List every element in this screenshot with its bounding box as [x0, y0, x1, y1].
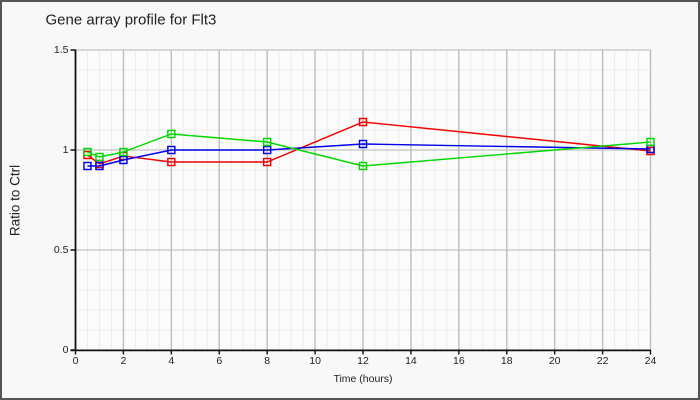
- svg-text:2: 2: [120, 355, 126, 367]
- svg-text:12: 12: [357, 355, 369, 367]
- svg-text:Time (hours): Time (hours): [333, 373, 392, 385]
- svg-text:0.5: 0.5: [54, 244, 69, 256]
- svg-text:Ratio to Ctrl: Ratio to Ctrl: [8, 165, 23, 236]
- svg-text:10: 10: [309, 355, 321, 367]
- svg-text:14: 14: [405, 355, 417, 367]
- svg-text:1: 1: [63, 144, 69, 156]
- svg-text:18: 18: [501, 355, 513, 367]
- svg-text:20: 20: [549, 355, 561, 367]
- svg-text:24: 24: [645, 355, 657, 367]
- svg-text:6: 6: [216, 355, 222, 367]
- svg-text:8: 8: [264, 355, 270, 367]
- svg-text:0: 0: [63, 344, 69, 356]
- svg-text:16: 16: [453, 355, 465, 367]
- svg-text:0: 0: [73, 355, 79, 367]
- svg-text:Gene array profile for Flt3: Gene array profile for Flt3: [46, 12, 217, 29]
- svg-text:4: 4: [168, 355, 174, 367]
- svg-text:1.5: 1.5: [54, 44, 69, 56]
- svg-text:22: 22: [597, 355, 609, 367]
